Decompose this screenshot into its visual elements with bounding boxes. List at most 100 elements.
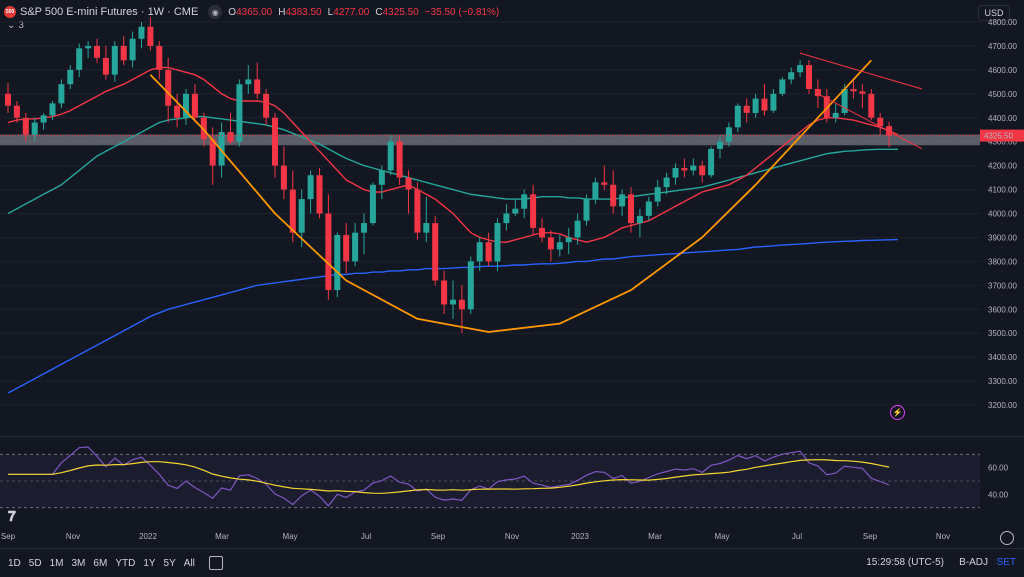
lightning-icon[interactable]: ⚡ [890,405,905,420]
candle-body [450,299,456,305]
pane-divider[interactable] [0,436,1024,437]
candle-body [681,168,688,171]
candle-body [102,57,109,75]
candle-body [165,69,172,106]
candle-body [49,103,56,116]
candle-body [405,177,412,190]
candle-body [530,194,537,228]
price-tick-label: 3500.00 [988,329,1017,338]
candle-body [22,117,29,135]
candle-body [343,235,350,262]
candle-body [494,223,501,262]
chart-legend: 500 S&P 500 E-mini Futures · 1W · CME ◉ … [4,2,499,22]
badj-button[interactable]: B-ADJ [959,557,988,568]
clock[interactable]: 15:29:58 (UTC-5) [866,557,944,568]
price-tick-label: 4300.00 [988,138,1017,147]
candle-body [565,237,572,243]
cup-curve [149,59,872,333]
ohlc-change: −35.50 (−0.81%) [424,6,500,18]
range-ytd[interactable]: YTD [115,557,136,569]
time-label: May [282,532,298,541]
price-tick-label: 3800.00 [988,257,1017,266]
set-button[interactable]: SET [996,557,1016,568]
candle-body [859,91,866,94]
time-label: Nov [935,532,951,541]
time-label: Sep [430,532,446,541]
candle-body [663,177,670,188]
candle-body [307,175,314,200]
eye-icon[interactable]: ◉ [208,5,223,19]
symbol-logo-icon: 500 [4,6,16,18]
rsi-tick-label: 60.00 [988,464,1009,473]
rsi-ma-line [8,459,890,494]
time-label: Jul [791,532,803,541]
candle-body [218,132,225,166]
price-tick-label: 3400.00 [988,353,1017,362]
time-label: Nov [65,532,81,541]
time-label: Sep [862,532,878,541]
candle-body [67,69,74,85]
range-1m[interactable]: 1M [49,557,64,569]
range-3m[interactable]: 3M [71,557,86,569]
candle-body [788,72,795,80]
range-5d[interactable]: 5D [28,557,42,569]
price-tick-label: 4000.00 [988,210,1017,219]
range-5y[interactable]: 5Y [163,557,176,569]
price-axis[interactable]: 4800.00 4700.00 4600.00 4500.00 4400.00 4300.… [980,0,1024,435]
range-1d[interactable]: 1D [8,557,21,569]
candle-body [779,79,786,94]
time-label: Jul [360,532,372,541]
candle-body [120,45,127,61]
price-tick-label: 4800.00 [988,18,1017,27]
symbol-title[interactable]: S&P 500 E-mini Futures · 1W · CME [20,6,199,18]
price-tick-label: 4400.00 [988,114,1017,123]
price-tick-label: 3900.00 [988,233,1017,242]
candle-body [387,141,394,171]
ma50-line [7,115,898,215]
candle-body [13,105,20,118]
candle-body [814,89,821,97]
price-chart[interactable] [0,0,980,435]
candle-body [396,141,403,178]
candle-body [316,175,323,214]
settings-icon[interactable] [1000,531,1014,545]
candle-body [94,45,100,58]
candle-body [156,45,163,70]
candle-body [806,65,812,90]
range-6m[interactable]: 6M [93,557,108,569]
last-price-label: 4325.50 [984,132,1013,141]
candle-body [414,189,421,233]
time-label: Mar [648,532,662,541]
candle-body [672,168,679,178]
candle-body [752,98,759,113]
candle-body [556,242,563,250]
candle-body [272,117,278,166]
currency-button[interactable]: USD [978,5,1010,21]
time-axis[interactable]: Sep Nov 2022 Mar May Jul Sep Nov 2023 Mar May Jul Se… [0,530,980,546]
candle-body [645,201,652,216]
candle-body [850,89,857,92]
candle-body [138,26,145,39]
candle-body [690,165,697,171]
candle-body [610,184,617,207]
ma200-line [7,238,899,394]
candle-body [236,84,243,142]
price-tick-label: 3700.00 [988,281,1017,290]
indicators-toggle[interactable]: ⌄ 3 [4,20,24,31]
ohlc-open: O4365.00 [228,6,273,18]
candle-body [31,122,38,135]
candle-body [227,132,234,142]
range-all[interactable]: All [183,557,195,569]
candle-body [708,148,715,176]
price-tick-label: 4700.00 [988,42,1017,51]
candle-body [298,199,305,233]
candle-body [361,223,367,233]
rsi-axis[interactable]: 60.00 40.00 [980,437,1024,527]
rsi-pane[interactable] [0,437,980,527]
time-label: Nov [504,532,520,541]
calendar-icon[interactable] [208,556,223,570]
candle-body [841,89,848,113]
candle-body [877,117,884,127]
range-1y[interactable]: 1Y [143,557,156,569]
price-tick-label: 4500.00 [988,90,1017,99]
